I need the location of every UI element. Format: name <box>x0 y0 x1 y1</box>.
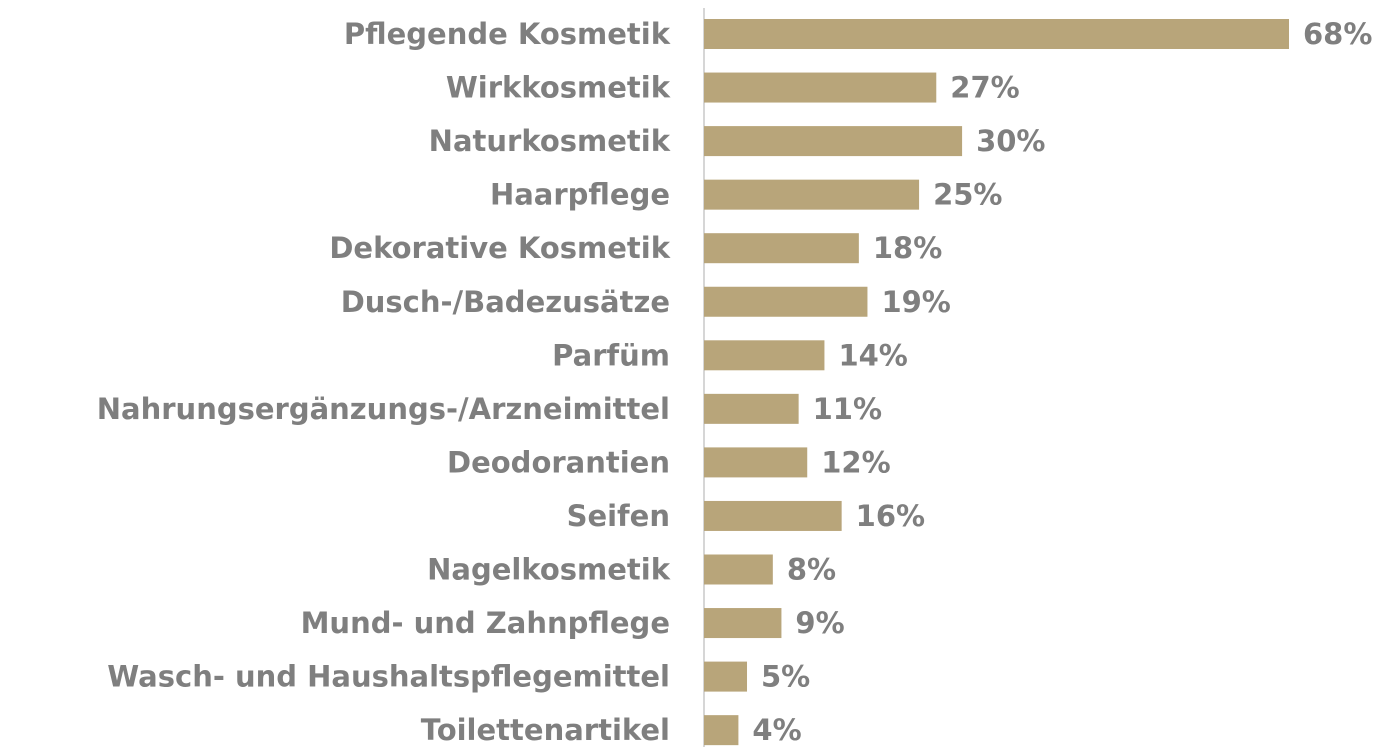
bar <box>704 72 937 103</box>
bar <box>704 340 825 371</box>
bar <box>704 126 963 157</box>
value-label: 19% <box>881 285 950 319</box>
category-label: Dekorative Kosmetik <box>329 231 670 265</box>
value-label: 27% <box>950 71 1019 105</box>
bar <box>704 179 920 210</box>
bar <box>704 286 868 317</box>
category-label: Nahrungsergänzungs-/Arzneimittel <box>97 392 670 426</box>
value-label: 8% <box>787 553 836 587</box>
category-label: Pflegende Kosmetik <box>344 17 671 51</box>
bar <box>704 500 842 531</box>
value-label: 25% <box>933 178 1002 212</box>
category-label: Dusch-/Badezusätze <box>341 285 670 319</box>
value-label: 14% <box>838 338 907 372</box>
bar <box>704 608 782 639</box>
value-label: 9% <box>795 606 844 640</box>
category-label: Mund- und Zahnpflege <box>301 606 670 640</box>
bar <box>704 233 859 264</box>
bar <box>704 19 1289 49</box>
category-label: Parfüm <box>552 338 670 372</box>
category-label: Toilettenartikel <box>421 713 670 747</box>
value-label: 11% <box>813 392 882 426</box>
category-label: Seifen <box>567 499 670 533</box>
value-label: 5% <box>761 660 810 694</box>
category-label: Naturkosmetik <box>429 124 671 158</box>
value-label: 4% <box>752 713 801 747</box>
category-label: Nagelkosmetik <box>427 553 671 587</box>
value-label: 12% <box>821 445 890 479</box>
bar <box>704 447 808 478</box>
bar <box>704 554 773 585</box>
category-label: Wasch- und Haushaltspflegemittel <box>107 660 670 694</box>
value-label: 16% <box>856 499 925 533</box>
bar <box>704 715 739 746</box>
value-label: 30% <box>976 124 1045 158</box>
bar <box>704 393 799 424</box>
category-label: Wirkkosmetik <box>446 71 671 105</box>
bar <box>704 661 748 692</box>
value-label: 68% <box>1303 17 1372 51</box>
value-label: 18% <box>873 231 942 265</box>
category-label: Deodorantien <box>447 445 670 479</box>
category-label: Haarpflege <box>490 178 670 212</box>
